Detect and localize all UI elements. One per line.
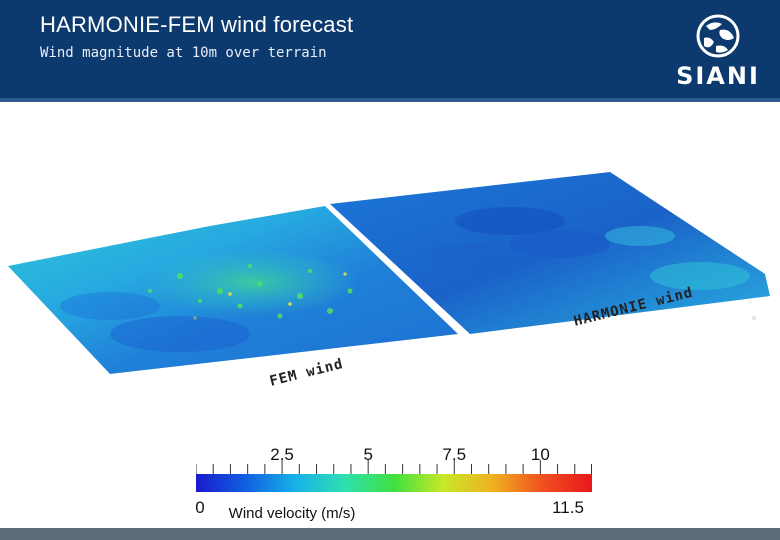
footer-bar <box>0 528 780 540</box>
colorbar-tick-label: 5 <box>363 445 373 464</box>
colorbar-min-label: 0 <box>195 498 205 517</box>
marker-dot <box>752 316 756 320</box>
colorbar-ticks <box>196 460 592 474</box>
fem-panel <box>8 206 458 374</box>
header-bar: HARMONIE-FEM wind forecast Wind magnitud… <box>0 0 780 102</box>
colorbar-tick-label: 7.5 <box>442 445 467 464</box>
colorbar-max-label: 11.5 <box>552 498 584 517</box>
globe-icon <box>696 14 740 58</box>
colorbar-tick-label: 2.5 <box>270 445 294 464</box>
colorbar-tick-label: 10 <box>530 445 550 464</box>
harmonie-panel <box>330 172 770 334</box>
page-subtitle: Wind magnitude at 10m over terrain <box>40 45 327 61</box>
page-title: HARMONIE-FEM wind forecast <box>40 12 354 37</box>
logo-text: SIANI <box>676 62 760 90</box>
colorbar-title: Wind velocity (m/s) <box>228 505 356 522</box>
colorbar <box>196 460 592 492</box>
siani-logo: SIANI <box>676 14 760 90</box>
wind-visualization <box>8 172 770 374</box>
colorbar-bar <box>196 474 592 492</box>
